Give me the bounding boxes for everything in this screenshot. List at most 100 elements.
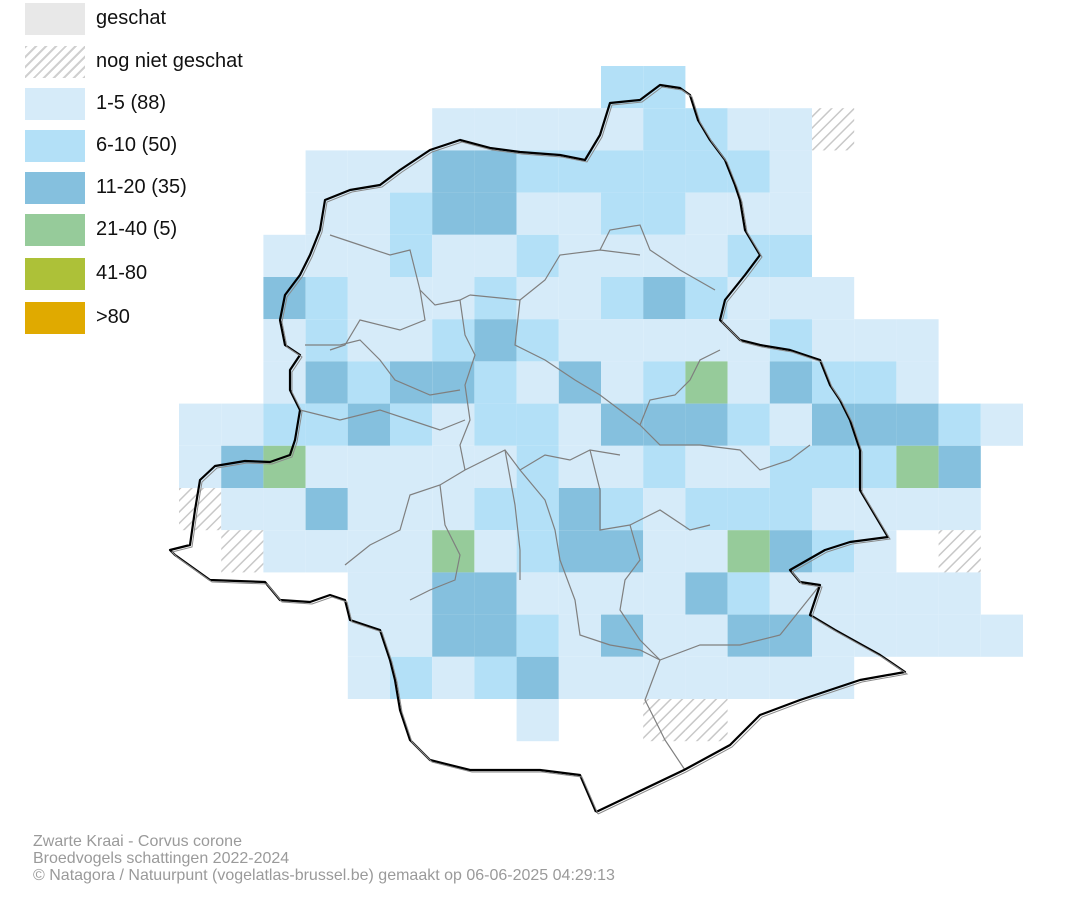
grid-cell [390,572,433,615]
grid-cell [685,277,728,320]
grid-cell [347,234,390,277]
grid-cell [347,488,390,531]
grid-cell [812,530,855,573]
grid-cell [390,614,433,657]
grid-cell [601,488,644,531]
grid-cell [727,530,770,573]
grid-cell [769,530,812,573]
grid-cell [432,192,475,235]
grid-cell [558,192,601,235]
grid-cell [347,403,390,446]
grid-cell [727,277,770,320]
grid-cell [558,530,601,573]
grid-cell-not-estimated [685,699,728,742]
grid-cell [516,234,559,277]
grid-cell [347,192,390,235]
grid-cell [685,656,728,699]
grid-cell [558,277,601,320]
grid-cell [347,530,390,573]
grid-cell [305,361,348,404]
grid-cell [516,445,559,488]
grid-cell [305,319,348,362]
grid-cell [558,656,601,699]
grid-cell-not-estimated [221,530,264,573]
grid-cell [516,530,559,573]
grid-cell [643,277,686,320]
grid-cell [516,150,559,193]
grid-cell [812,572,855,615]
commune-line [779,584,821,636]
grid-cell [390,319,433,362]
grid-cell [685,234,728,277]
grid-cell [896,445,939,488]
grid-cell [769,192,812,235]
grid-cell [643,614,686,657]
grid-cell [474,488,517,531]
grid-cell [643,530,686,573]
legend-swatch [25,258,85,290]
grid-cell [643,445,686,488]
grid-cell [727,108,770,151]
grid-cell [769,656,812,699]
grid-cell [347,656,390,699]
grid-cell [179,403,222,446]
grid-cell [601,656,644,699]
grid-cell [221,445,264,488]
grid-cell [601,403,644,446]
grid-cell [896,403,939,446]
grid-cell [432,656,475,699]
grid-cell [643,108,686,151]
grid-cell [812,445,855,488]
grid-cell [896,488,939,531]
grid-cell [854,488,897,531]
grid-cell [221,403,264,446]
grid-cell [980,614,1023,657]
grid-cell [474,319,517,362]
grid-cell [685,192,728,235]
grid-cell [727,445,770,488]
legend-swatch [25,302,85,334]
grid-cell [643,150,686,193]
grid-cell [769,277,812,320]
grid-cell [474,108,517,151]
grid-cell [854,530,897,573]
grid-cell [812,361,855,404]
grid-cell [812,277,855,320]
grid-cell [474,150,517,193]
grid-cell [305,445,348,488]
grid-cell [727,403,770,446]
grid-cell [263,361,306,404]
grid-cell [812,319,855,362]
grid-cell [516,277,559,320]
commune-line [469,249,641,301]
commune-line [504,449,521,580]
legend-item-nog-niet-geschat: nog niet geschat [25,46,325,78]
grid-cell [938,488,981,531]
grid-cell [938,572,981,615]
grid-cell [727,361,770,404]
grid-cell [516,361,559,404]
grid-cell [390,445,433,488]
commune-line [344,469,466,566]
grid-cell [474,572,517,615]
grid-cell [474,403,517,446]
commune-boundaries [299,224,821,771]
grid-cell [854,319,897,362]
legend-swatch [25,214,85,246]
grid-cell [643,403,686,446]
grid-cell [305,488,348,531]
grid-cell [769,361,812,404]
grid-cell [516,699,559,742]
brussels-region-boundary [168,83,907,813]
legend-label: >80 [96,306,130,328]
grid-cell [263,445,306,488]
grid-cell [727,572,770,615]
grid-cell [516,319,559,362]
grid-cell [769,445,812,488]
grid-cell [769,403,812,446]
grid-cell [432,572,475,615]
grid-cell [432,361,475,404]
grid-cell [558,319,601,362]
grid-cell [601,361,644,404]
commune-line [329,234,471,306]
